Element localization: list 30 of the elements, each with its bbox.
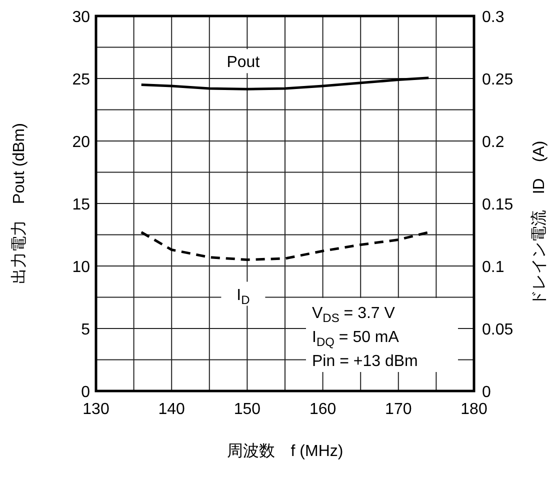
- annotation: Pin = +13 dBm: [312, 353, 418, 370]
- y2-axis-title: ドレイン電流 ID (A): [530, 140, 548, 306]
- y-tick-label: 15: [72, 196, 90, 214]
- x-axis-title: 周波数 f (MHz): [226, 442, 344, 460]
- x-tick-label: 180: [460, 401, 488, 418]
- series-label: Pout: [226, 54, 260, 72]
- y2-tick-label: 0.25: [482, 72, 514, 88]
- annotation: I$_{DQ}$ = 50 mA: [312, 329, 400, 349]
- x-tick-label: 160: [309, 401, 336, 418]
- y-tick-label: 20: [72, 134, 90, 151]
- series-label: I$_{D}$: [236, 286, 250, 306]
- y-axis-title: 出力電力 Pout (dBm): [10, 123, 28, 284]
- y-tick-label: 5: [81, 322, 90, 338]
- annotation: V$_{DS}$ = 3.7 V: [312, 305, 396, 325]
- y2-tick-label: 0.15: [482, 196, 514, 214]
- y-tick-label: 10: [72, 259, 90, 276]
- y-tick-label: 30: [72, 9, 90, 26]
- x-tick-label: 130: [82, 401, 110, 418]
- y2-tick-label: 0.3: [482, 9, 504, 26]
- line-series: [140, 76, 430, 90]
- x-tick-label: 140: [158, 401, 186, 418]
- y-tick-label: 0: [81, 384, 90, 401]
- y2-tick-label: 0.2: [482, 134, 504, 151]
- line-series: [140, 231, 430, 261]
- x-tick-label: 150: [234, 401, 261, 418]
- y2-tick-label: 0.1: [482, 259, 504, 276]
- y-tick-label: 25: [72, 72, 90, 88]
- y2-tick-label: 0: [482, 384, 491, 401]
- y2-tick-label: 0.05: [482, 322, 514, 338]
- x-tick-label: 170: [385, 401, 412, 418]
